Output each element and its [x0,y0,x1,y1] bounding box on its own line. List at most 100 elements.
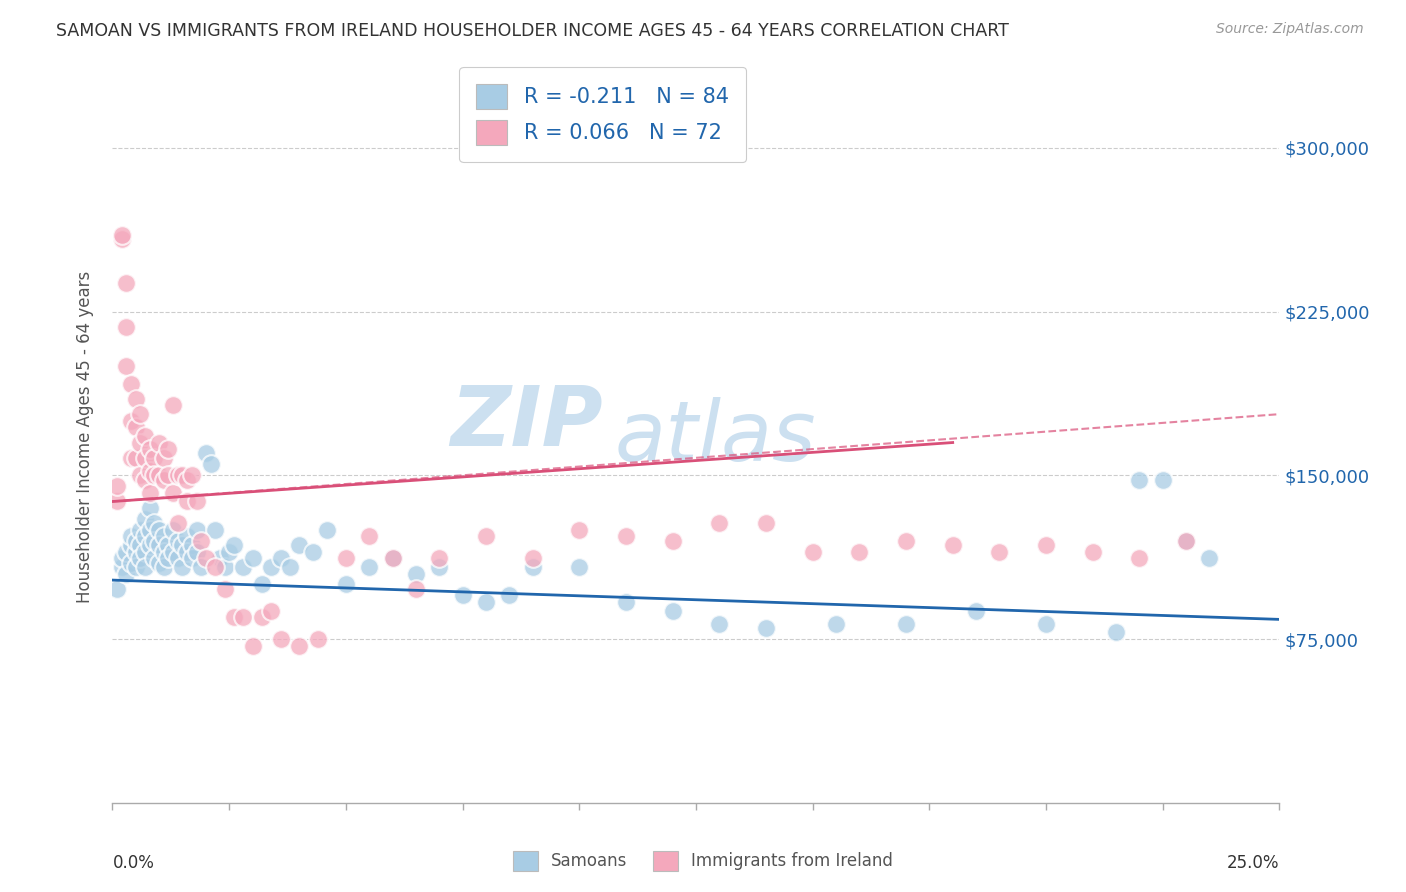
Legend: R = -0.211   N = 84, R = 0.066   N = 72: R = -0.211 N = 84, R = 0.066 N = 72 [460,67,745,161]
Point [166,468,188,483]
Point [129,468,152,483]
Point [1035,616,1057,631]
Point [755,621,778,635]
Point [894,616,917,631]
Point [115,566,138,581]
Point [214,560,236,574]
Point [139,523,162,537]
Point [218,545,240,559]
Point [405,582,427,596]
Point [222,610,245,624]
Point [661,533,683,548]
Point [120,529,142,543]
Point [661,604,683,618]
Point [186,545,208,559]
Text: Source: ZipAtlas.com: Source: ZipAtlas.com [1216,22,1364,37]
Point [148,435,170,450]
Point [1105,625,1128,640]
Point [186,523,208,537]
Point [157,551,180,566]
Point [134,560,156,574]
Point [498,588,520,602]
Point [232,560,254,574]
Point [1175,533,1198,548]
Point [242,639,264,653]
Point [143,516,166,531]
Point [614,595,637,609]
Point [302,545,325,559]
Point [335,551,357,566]
Point [134,473,156,487]
Point [105,494,128,508]
Point [143,533,166,548]
Text: atlas: atlas [614,397,815,477]
Point [115,545,138,559]
Point [105,479,128,493]
Point [153,473,176,487]
Point [134,450,156,465]
Point [172,538,194,552]
Point [129,435,152,450]
Point [250,610,273,624]
Point [120,414,142,428]
Point [162,399,184,413]
Point [475,529,498,543]
Point [105,582,128,596]
Point [166,533,188,548]
Point [194,446,217,460]
Text: 25.0%: 25.0% [1227,854,1279,872]
Point [180,538,202,552]
Point [120,450,142,465]
Point [568,523,591,537]
Point [988,545,1011,559]
Point [801,545,824,559]
Point [120,376,142,391]
Point [1081,545,1104,559]
Text: SAMOAN VS IMMIGRANTS FROM IRELAND HOUSEHOLDER INCOME AGES 45 - 64 YEARS CORRELAT: SAMOAN VS IMMIGRANTS FROM IRELAND HOUSEH… [56,22,1010,40]
Point [134,529,156,543]
Point [129,407,152,421]
Point [894,533,917,548]
Point [115,319,138,334]
Y-axis label: Householder Income Ages 45 - 64 years: Householder Income Ages 45 - 64 years [76,271,94,603]
Point [166,551,188,566]
Point [1035,538,1057,552]
Point [139,485,162,500]
Point [242,551,264,566]
Point [1152,473,1174,487]
Point [129,551,152,566]
Point [125,420,148,434]
Point [139,501,162,516]
Point [848,545,870,559]
Point [427,560,450,574]
Point [129,523,152,537]
Point [115,359,138,373]
Point [166,516,188,531]
Point [307,632,329,646]
Point [194,551,217,566]
Point [942,538,965,552]
Point [190,533,212,548]
Point [475,595,498,609]
Point [162,485,184,500]
Point [176,545,198,559]
Point [148,556,170,570]
Point [270,551,292,566]
Point [153,545,176,559]
Point [288,538,311,552]
Point [139,538,162,552]
Point [427,551,450,566]
Point [180,468,202,483]
Point [288,639,311,653]
Point [162,523,184,537]
Point [186,494,208,508]
Point [111,551,134,566]
Point [120,556,142,570]
Point [709,516,731,531]
Point [232,610,254,624]
Point [157,468,180,483]
Point [153,450,176,465]
Point [522,560,544,574]
Point [143,468,166,483]
Point [162,545,184,559]
